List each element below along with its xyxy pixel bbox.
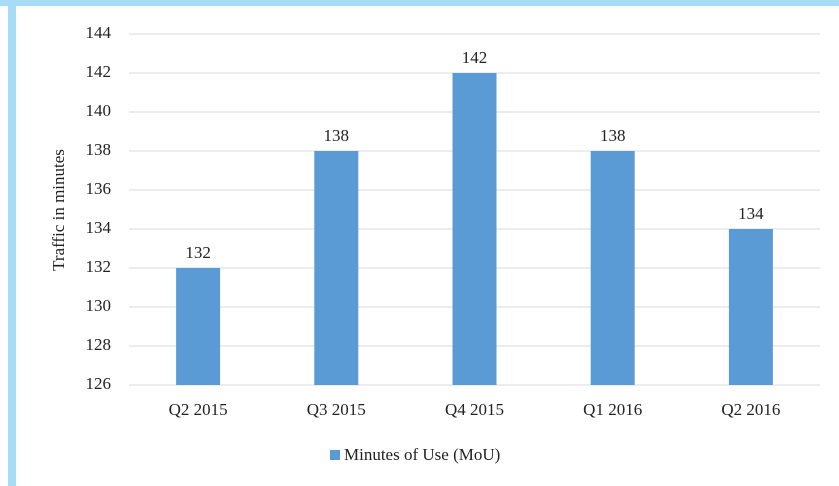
y-axis-label: Traffic in minutes: [49, 149, 68, 271]
y-tick-label: 138: [86, 140, 112, 159]
y-tick-label: 136: [86, 179, 112, 198]
x-tick-label: Q4 2015: [445, 400, 504, 419]
y-tick-label: 126: [86, 374, 112, 393]
legend-label: Minutes of Use (MoU): [344, 445, 500, 464]
data-label: 138: [324, 126, 350, 145]
frame-left: [8, 0, 16, 486]
y-tick-label: 130: [86, 296, 112, 315]
x-tick-label: Q1 2016: [583, 400, 642, 419]
x-tick-label: Q2 2015: [169, 400, 228, 419]
y-tick-label: 128: [86, 335, 112, 354]
y-tick-label: 134: [86, 218, 112, 237]
x-tick-label: Q2 2016: [721, 400, 780, 419]
y-tick-label: 144: [86, 23, 112, 42]
data-label: 138: [600, 126, 626, 145]
y-tick-label: 142: [86, 62, 112, 81]
bar: [590, 151, 635, 385]
legend-swatch: [330, 450, 340, 460]
data-label: 142: [462, 48, 488, 67]
bar: [314, 151, 359, 385]
bar: [728, 229, 773, 385]
bar: [176, 268, 221, 385]
x-tick-label: Q3 2015: [307, 400, 366, 419]
data-label: 134: [738, 204, 764, 223]
data-label: 132: [185, 243, 211, 262]
frame-top: [0, 0, 839, 6]
y-tick-label: 140: [86, 101, 112, 120]
bar: [452, 73, 497, 385]
y-tick-label: 132: [86, 257, 112, 276]
